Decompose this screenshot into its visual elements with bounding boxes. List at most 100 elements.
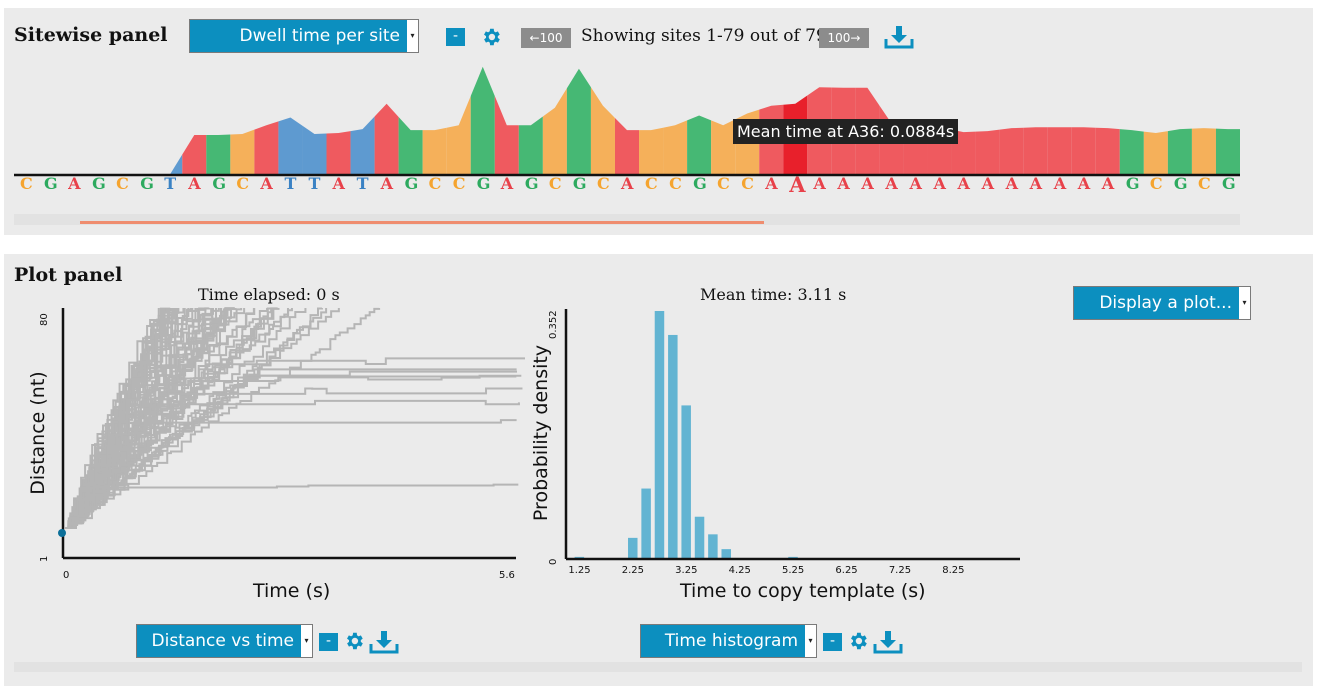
- dwell-area-12[interactable]: [278, 117, 303, 174]
- dwell-area-51[interactable]: [1215, 128, 1240, 174]
- dwell-area-15[interactable]: [350, 116, 375, 174]
- sequence-base[interactable]: G: [572, 174, 587, 193]
- sequence-base[interactable]: G: [140, 174, 154, 193]
- download-icon[interactable]: [369, 629, 399, 655]
- sequence-base[interactable]: G: [212, 174, 226, 193]
- sequence-base[interactable]: C: [548, 174, 562, 193]
- scrollbar-thumb[interactable]: [80, 221, 764, 224]
- sequence-base[interactable]: G: [404, 174, 419, 193]
- dwell-area-46[interactable]: [1095, 127, 1120, 174]
- distance-plot-dropdown[interactable]: Distance vs time ▾: [137, 625, 312, 657]
- sequence-base[interactable]: A: [909, 174, 922, 193]
- dwell-area-22[interactable]: [518, 116, 543, 174]
- sequence-base[interactable]: A: [188, 174, 201, 193]
- sequence-base[interactable]: A: [500, 174, 514, 193]
- dwell-area-19[interactable]: [446, 96, 471, 174]
- sequence-base[interactable]: C: [452, 174, 466, 193]
- sequence-base[interactable]: C: [596, 174, 610, 193]
- sitewise-collapse-button[interactable]: -: [446, 28, 465, 46]
- sequence-base[interactable]: A: [1005, 174, 1019, 193]
- sequence-base[interactable]: A: [885, 174, 898, 193]
- dwell-area-27[interactable]: [639, 127, 664, 174]
- sequence-base[interactable]: C: [428, 174, 442, 193]
- sequence-base[interactable]: T: [284, 174, 297, 193]
- dwell-area-11[interactable]: [254, 121, 279, 174]
- dwell-area-7[interactable]: [158, 154, 183, 175]
- sequence-base[interactable]: C: [741, 174, 754, 193]
- sequence-base[interactable]: C: [645, 174, 658, 193]
- dwell-area-30[interactable]: [711, 119, 736, 174]
- dwell-area-20[interactable]: [470, 66, 495, 174]
- gear-icon[interactable]: [480, 26, 502, 48]
- prev-100-button[interactable]: ←100: [521, 28, 571, 48]
- sequence-base[interactable]: A: [1029, 174, 1043, 193]
- dwell-area-49[interactable]: [1167, 128, 1192, 174]
- dwell-area-21[interactable]: [494, 96, 519, 174]
- sequence-base[interactable]: A: [813, 174, 826, 193]
- sequence-base[interactable]: A: [765, 174, 778, 193]
- sequence-base[interactable]: A: [621, 174, 634, 193]
- sitewise-plot-dropdown[interactable]: Dwell time per site ▾: [190, 20, 418, 52]
- dwell-area-9[interactable]: [206, 134, 231, 174]
- dwell-area-18[interactable]: [422, 127, 447, 174]
- dwell-area-16[interactable]: [374, 103, 399, 174]
- sequence-base[interactable]: A: [981, 174, 994, 193]
- dwell-area-48[interactable]: [1143, 131, 1168, 174]
- dwell-area-8[interactable]: [182, 135, 207, 174]
- dwell-area-50[interactable]: [1191, 128, 1216, 174]
- dwell-area-14[interactable]: [326, 131, 351, 174]
- sequence-base[interactable]: G: [1125, 174, 1140, 193]
- sequence-base[interactable]: A: [1053, 174, 1067, 193]
- distance-collapse-button[interactable]: -: [319, 633, 338, 651]
- dwell-area-25[interactable]: [590, 87, 615, 174]
- dwell-area-41[interactable]: [975, 129, 1000, 174]
- sequence-base[interactable]: A: [837, 174, 850, 193]
- sequence-base[interactable]: G: [524, 174, 539, 193]
- sequence-base[interactable]: C: [669, 174, 682, 193]
- dwell-area-43[interactable]: [1023, 127, 1048, 174]
- sequence-base[interactable]: A: [1077, 174, 1091, 193]
- histogram-plot-dropdown[interactable]: Time histogram ▾: [641, 625, 816, 657]
- download-icon[interactable]: [873, 629, 903, 655]
- sequence-base[interactable]: A: [933, 174, 946, 193]
- gear-icon[interactable]: [847, 630, 869, 652]
- sequence-base[interactable]: A: [861, 174, 874, 193]
- sequence-base[interactable]: G: [1173, 174, 1188, 193]
- dwell-area-13[interactable]: [302, 125, 327, 174]
- sequence-base[interactable]: C: [717, 174, 730, 193]
- dwell-area-23[interactable]: [542, 88, 567, 174]
- sequence-base[interactable]: C: [1197, 174, 1211, 193]
- display-plot-dropdown[interactable]: Display a plot... ▾: [1074, 287, 1250, 319]
- dwell-area-28[interactable]: [663, 120, 688, 174]
- dwell-area-47[interactable]: [1119, 129, 1144, 174]
- sequence-base[interactable]: A: [957, 174, 970, 193]
- sequence-base[interactable]: A: [332, 174, 345, 193]
- sequence-base[interactable]: G: [693, 174, 707, 193]
- sequence-base[interactable]: A: [380, 174, 394, 193]
- sequence-base[interactable]: G: [44, 174, 58, 193]
- dwell-area-29[interactable]: [687, 115, 712, 175]
- sequence-base[interactable]: C: [1149, 174, 1163, 193]
- gear-icon[interactable]: [343, 630, 365, 652]
- sequence-base[interactable]: G: [476, 174, 491, 193]
- dwell-area-17[interactable]: [398, 116, 423, 174]
- sequence-base[interactable]: G: [1221, 174, 1236, 193]
- sequence-base[interactable]: A: [260, 174, 273, 193]
- dwell-area-45[interactable]: [1071, 127, 1096, 174]
- dwell-area-44[interactable]: [1047, 127, 1072, 174]
- sequence-base[interactable]: T: [308, 174, 321, 193]
- sequence-base[interactable]: A: [789, 172, 806, 197]
- download-icon[interactable]: [884, 24, 914, 50]
- dwell-area-24[interactable]: [566, 68, 591, 174]
- sequence-base[interactable]: A: [1101, 174, 1115, 193]
- next-100-button[interactable]: 100→: [819, 28, 869, 48]
- dwell-area-26[interactable]: [614, 117, 640, 174]
- sequence-base[interactable]: G: [92, 174, 106, 193]
- sequence-base[interactable]: C: [116, 174, 129, 193]
- sequence-base[interactable]: T: [164, 174, 177, 193]
- dwell-area-42[interactable]: [999, 127, 1024, 174]
- plot-panel-scrollbar[interactable]: [14, 662, 1302, 672]
- sequence-base[interactable]: C: [20, 174, 33, 193]
- sequence-base[interactable]: C: [236, 174, 250, 193]
- sequence-base[interactable]: A: [68, 174, 81, 193]
